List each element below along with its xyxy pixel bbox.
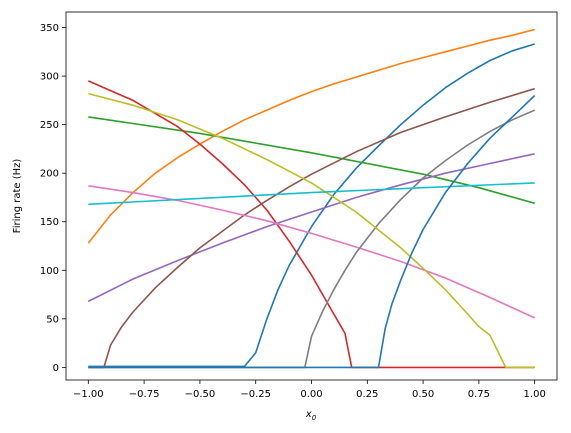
series-line-5 [87, 153, 535, 303]
x-tick-label: 0.75 [468, 389, 490, 400]
x-tick-label: 0.25 [356, 389, 378, 400]
y-tick-label: 0 [53, 363, 59, 374]
axes-frame [65, 11, 558, 381]
x-tick-label: −0.75 [129, 389, 160, 400]
y-tick-label: 150 [40, 217, 59, 228]
series-line-3 [88, 116, 535, 205]
y-tick-label: 50 [46, 314, 59, 325]
y-axis-label: Firing rate (Hz) [12, 159, 23, 234]
y-tick-label: 350 [40, 23, 59, 34]
series-line-8 [88, 109, 536, 369]
series-line-1 [88, 43, 535, 368]
y-tick-label: 250 [40, 120, 59, 131]
x-tick-label: −0.25 [240, 389, 271, 400]
y-tick-label: 200 [40, 169, 59, 180]
x-tick-label: −1.00 [73, 389, 104, 400]
y-tick-label: 300 [40, 72, 59, 83]
series-line-2 [87, 28, 535, 244]
x-tick-label: 1.00 [524, 389, 546, 400]
series-line-11 [88, 94, 536, 369]
x-tick-label: 0.50 [412, 389, 434, 400]
series-line-10 [88, 182, 535, 206]
series-line-9 [88, 92, 535, 369]
y-tick-label: 100 [40, 266, 59, 277]
x-axis-label-subscript: 0 [312, 414, 317, 422]
x-axis-label-main: x [305, 409, 312, 420]
x-tick-label: 0.00 [300, 389, 322, 400]
series-line-4 [87, 80, 535, 369]
y-axis-ticks: 0 50 100 150 200 250 300 350 [40, 23, 66, 374]
series-line-6 [88, 87, 535, 369]
x-tick-label: −0.50 [185, 389, 216, 400]
x-axis-ticks: −1.00 −0.75 −0.50 −0.25 0.00 0.25 0.50 0.75 1.00 [73, 380, 546, 400]
series-line-7 [88, 185, 536, 319]
series-layer [87, 28, 536, 369]
x-axis-label: x0 [305, 409, 317, 422]
